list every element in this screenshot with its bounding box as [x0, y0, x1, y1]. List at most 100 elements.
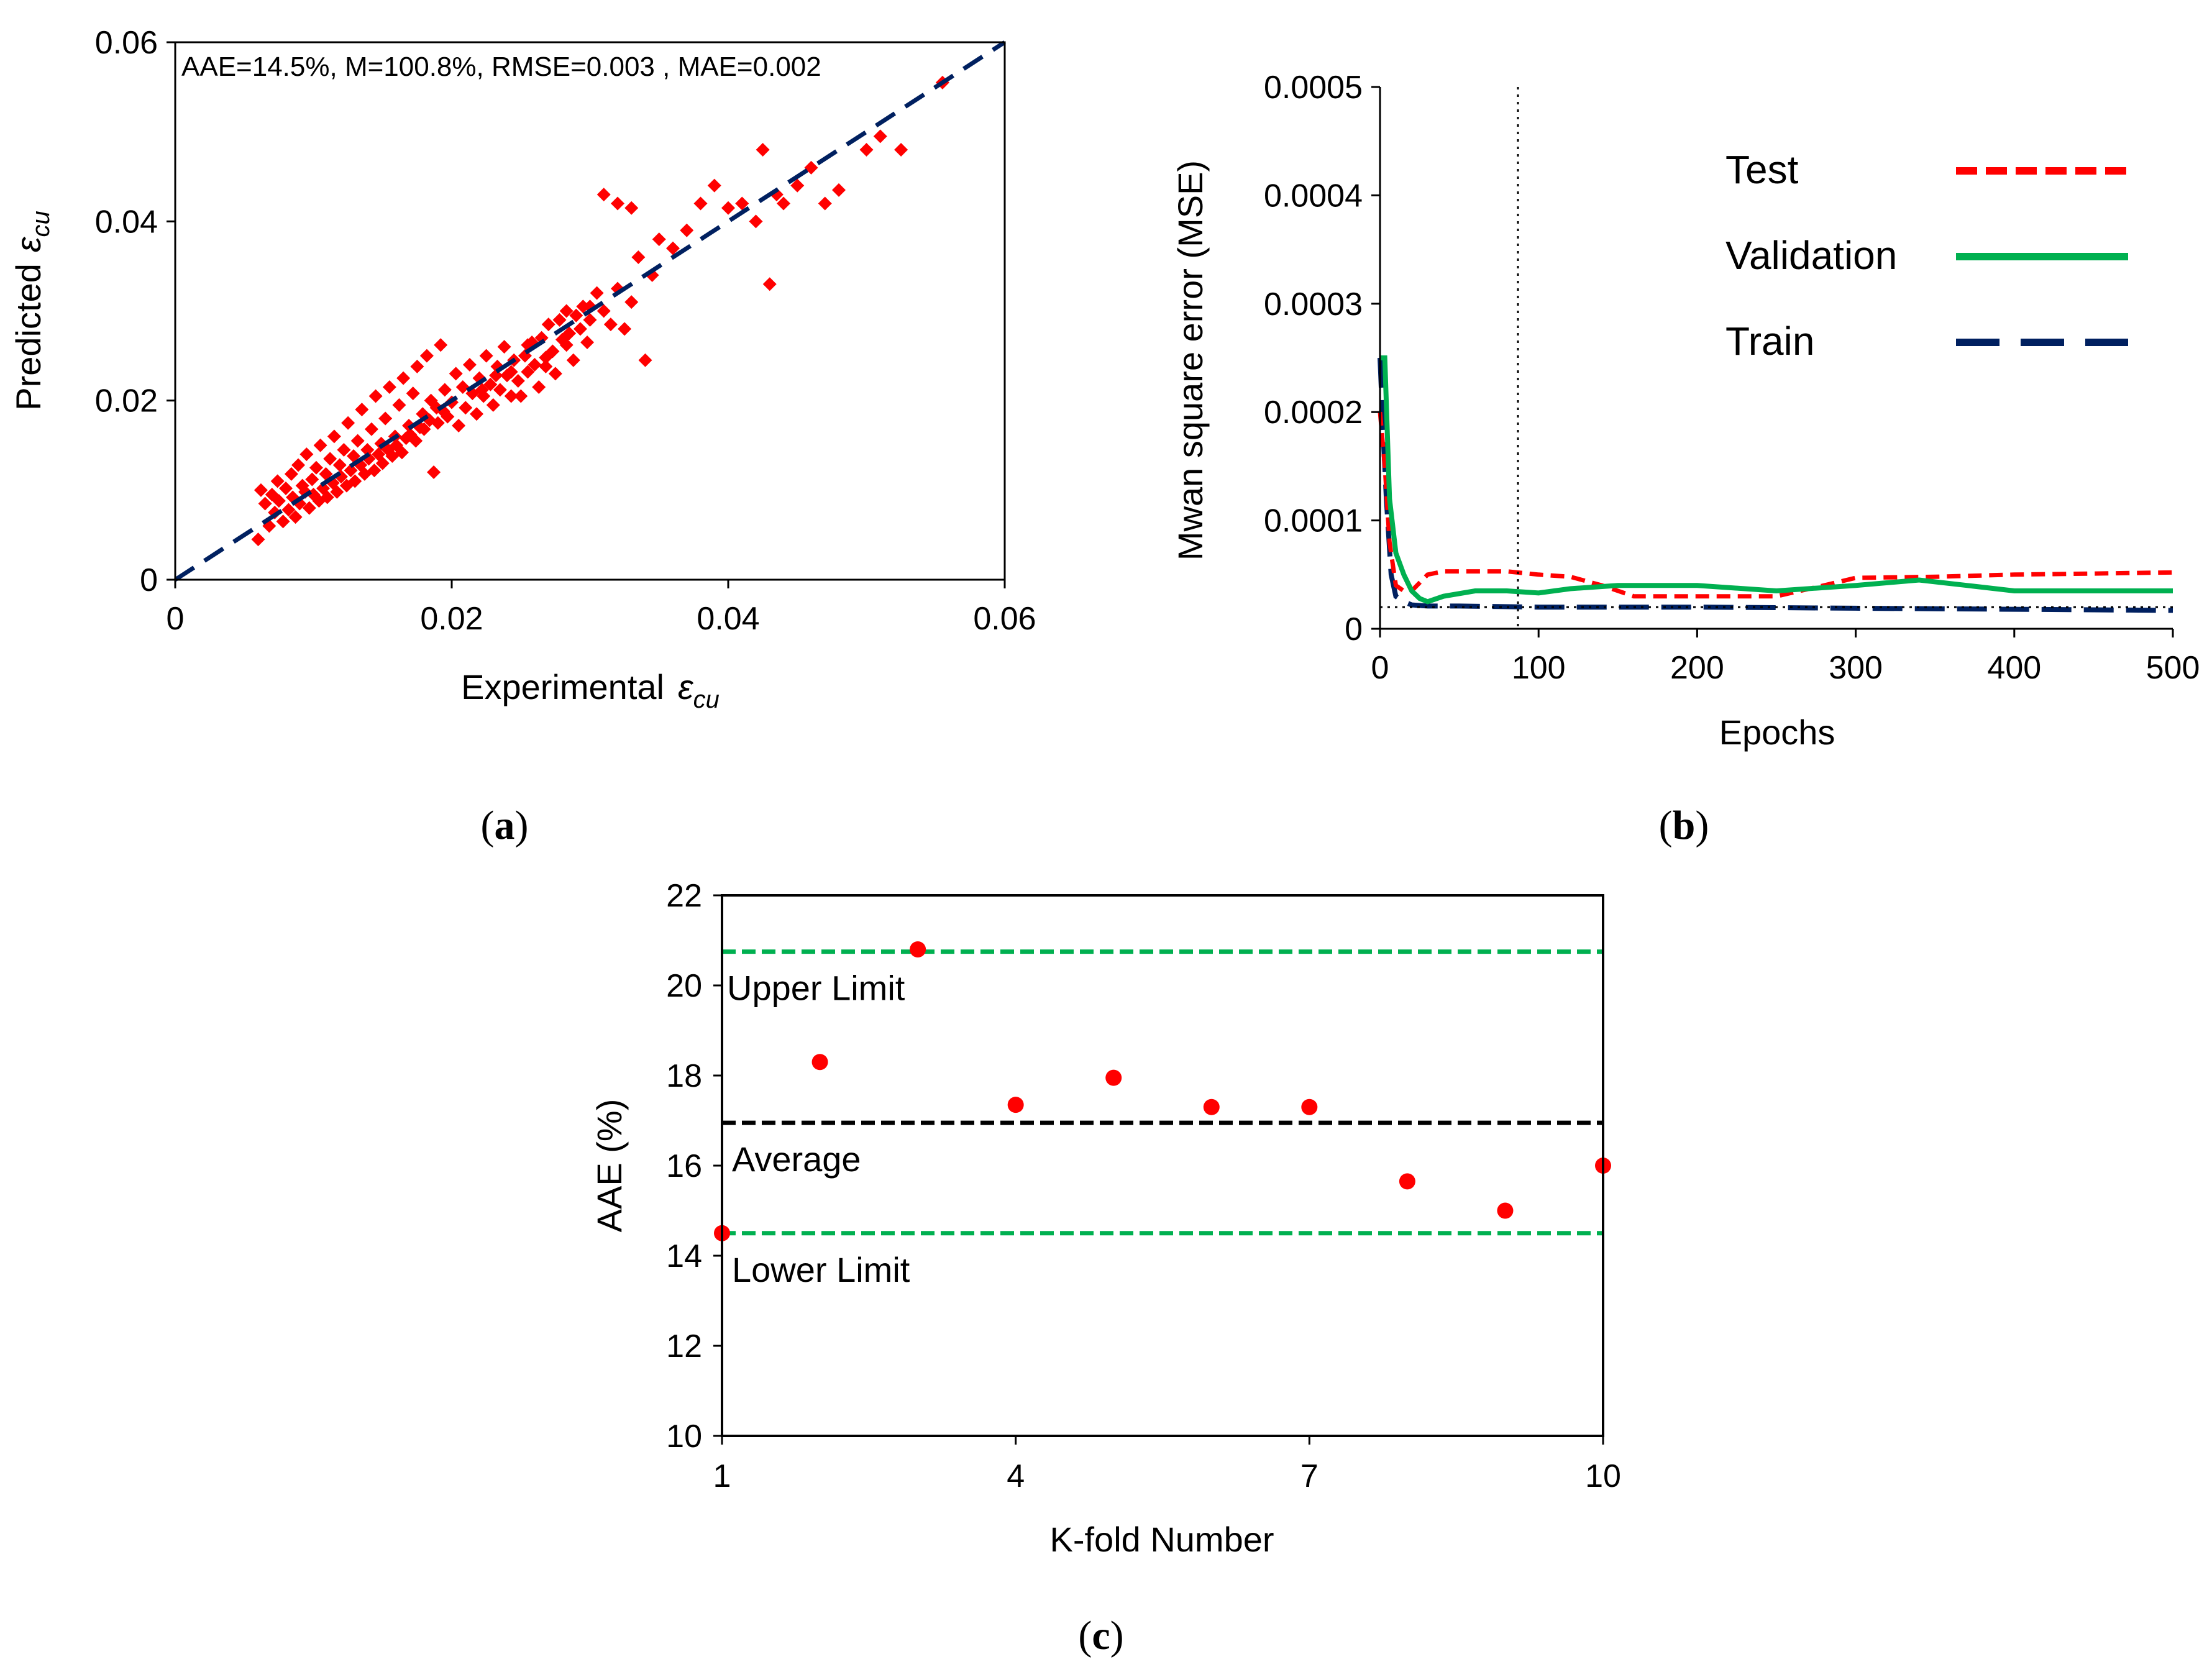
chart-a-x-tick-label: 0.04: [697, 601, 759, 637]
chart-c-point: [1203, 1099, 1220, 1115]
chart-a-point: [652, 232, 666, 247]
chart-a-point: [528, 358, 542, 372]
chart-a-point: [462, 358, 477, 372]
caption-c-open: (: [1078, 1613, 1092, 1658]
chart-a-y-axis-symbol: ε: [9, 236, 48, 252]
legend-label-validation: Validation: [1725, 233, 1897, 278]
chart-a-point: [258, 496, 272, 511]
chart-a-point: [341, 416, 355, 430]
chart-a-y-tick-label: 0.02: [95, 383, 158, 419]
chart-a-point: [441, 409, 455, 424]
legend-label-test: Test: [1725, 147, 1799, 192]
chart-a-point: [631, 250, 646, 264]
chart-c-point: [1105, 1069, 1122, 1086]
chart-a-point: [749, 214, 763, 229]
chart-a-point: [680, 223, 694, 237]
chart-a-point: [330, 485, 344, 499]
chart-a-point: [562, 326, 577, 340]
chart-b-series-line-train: [1378, 357, 2173, 613]
chart-a-point: [299, 447, 314, 462]
chart-a-ticks: 0 0.02 0.04 0.06 0 0.02 0.04 0.06: [95, 25, 1036, 637]
chart-a-reference-line: [174, 40, 1006, 582]
chart-a-point: [364, 422, 378, 436]
chart-a-point: [323, 452, 337, 466]
chart-b-x-tick-label: 400: [1987, 650, 2041, 686]
chart-a-point: [396, 371, 411, 385]
chart-a-point: [434, 338, 448, 352]
chart-a-point: [452, 419, 466, 433]
chart-a-y-axis-subscript: cu: [27, 211, 55, 237]
chart-a-point: [894, 143, 908, 157]
chart-a-point: [611, 196, 624, 211]
caption-b-letter: b: [1673, 803, 1696, 848]
chart-a-point: [580, 335, 595, 349]
chart-a-y-tick-label: 0: [140, 562, 158, 598]
chart-a-point: [368, 389, 383, 403]
chart-a-point: [583, 313, 597, 327]
chart-b-y-tick-label: 0.0001: [1264, 503, 1363, 539]
chart-a-point: [455, 380, 470, 395]
chart-a-point: [569, 308, 583, 322]
chart-a-point: [566, 353, 580, 367]
chart-a-point: [603, 317, 618, 332]
chart-a-point: [309, 460, 323, 475]
chart-a-point: [410, 359, 424, 373]
chart-a-point: [777, 196, 790, 211]
caption-b-open: (: [1659, 803, 1673, 848]
chart-a-point: [521, 365, 535, 379]
chart-c-x-tick-label: 7: [1300, 1458, 1319, 1494]
chart-a-point: [288, 510, 303, 524]
chart-b-series-line-test: [1378, 411, 2173, 599]
chart-a-point: [873, 129, 887, 144]
chart-a-point: [344, 464, 358, 478]
chart-a-point: [281, 503, 296, 517]
chart-a-point: [419, 349, 434, 363]
caption-a: (a): [481, 803, 529, 848]
chart-a-point: [449, 367, 463, 381]
chart-a-point: [546, 344, 560, 359]
chart-a-x-axis-title: Experimental: [461, 667, 664, 706]
chart-a-point: [790, 178, 805, 193]
chart-a-point: [666, 241, 680, 255]
caption-c-letter: c: [1092, 1613, 1110, 1658]
chart-a-point: [378, 411, 393, 426]
chart-a-point: [470, 407, 484, 421]
chart-a-point: [576, 299, 590, 314]
chart-a-point: [475, 383, 489, 397]
chart-c-point: [1301, 1099, 1318, 1115]
chart-b-lines: [1378, 355, 2173, 613]
chart-c-point: [1007, 1097, 1024, 1113]
chart-a-point: [693, 196, 708, 211]
chart-c-reference-label: Lower Limit: [732, 1250, 910, 1289]
caption-a-letter: a: [495, 803, 515, 848]
chart-c-point: [1399, 1173, 1415, 1190]
chart-c-point: [910, 941, 926, 957]
chart-a-point: [486, 398, 500, 412]
chart-a-point: [279, 481, 293, 495]
chart-a-point: [707, 178, 721, 193]
chart-a-x-axis-label: Experimental εcu: [461, 667, 720, 713]
chart-b-ticks: 0 100 200 300 400 500 0 0.0001 0.0002 0.0003 0.000…: [1264, 70, 2200, 686]
chart-c-x-tick-label: 1: [713, 1458, 731, 1494]
chart-a-point: [337, 442, 351, 457]
chart-a-point: [302, 501, 316, 515]
caption-b: (b): [1659, 803, 1709, 848]
chart-b-y-tick-label: 0.0002: [1264, 395, 1363, 431]
chart-a-point: [313, 438, 327, 452]
chart-a-point: [350, 434, 365, 448]
chart-a-point: [417, 422, 431, 436]
chart-b-y-tick-label: 0: [1345, 611, 1363, 647]
chart-a-point: [251, 532, 265, 547]
chart-a-point: [284, 467, 298, 481]
chart-a-point: [832, 183, 846, 197]
chart-a-point: [596, 304, 611, 318]
chart-a-point: [409, 434, 423, 448]
chart-a-point: [624, 201, 639, 215]
chart-c-y-tick-label: 20: [666, 968, 702, 1004]
chart-a-point: [431, 416, 445, 430]
chart-a-point: [721, 201, 735, 215]
caption-a-close: ): [515, 803, 529, 848]
chart-c-y-tick-label: 14: [666, 1238, 702, 1274]
chart-c-y-tick-label: 18: [666, 1058, 702, 1094]
